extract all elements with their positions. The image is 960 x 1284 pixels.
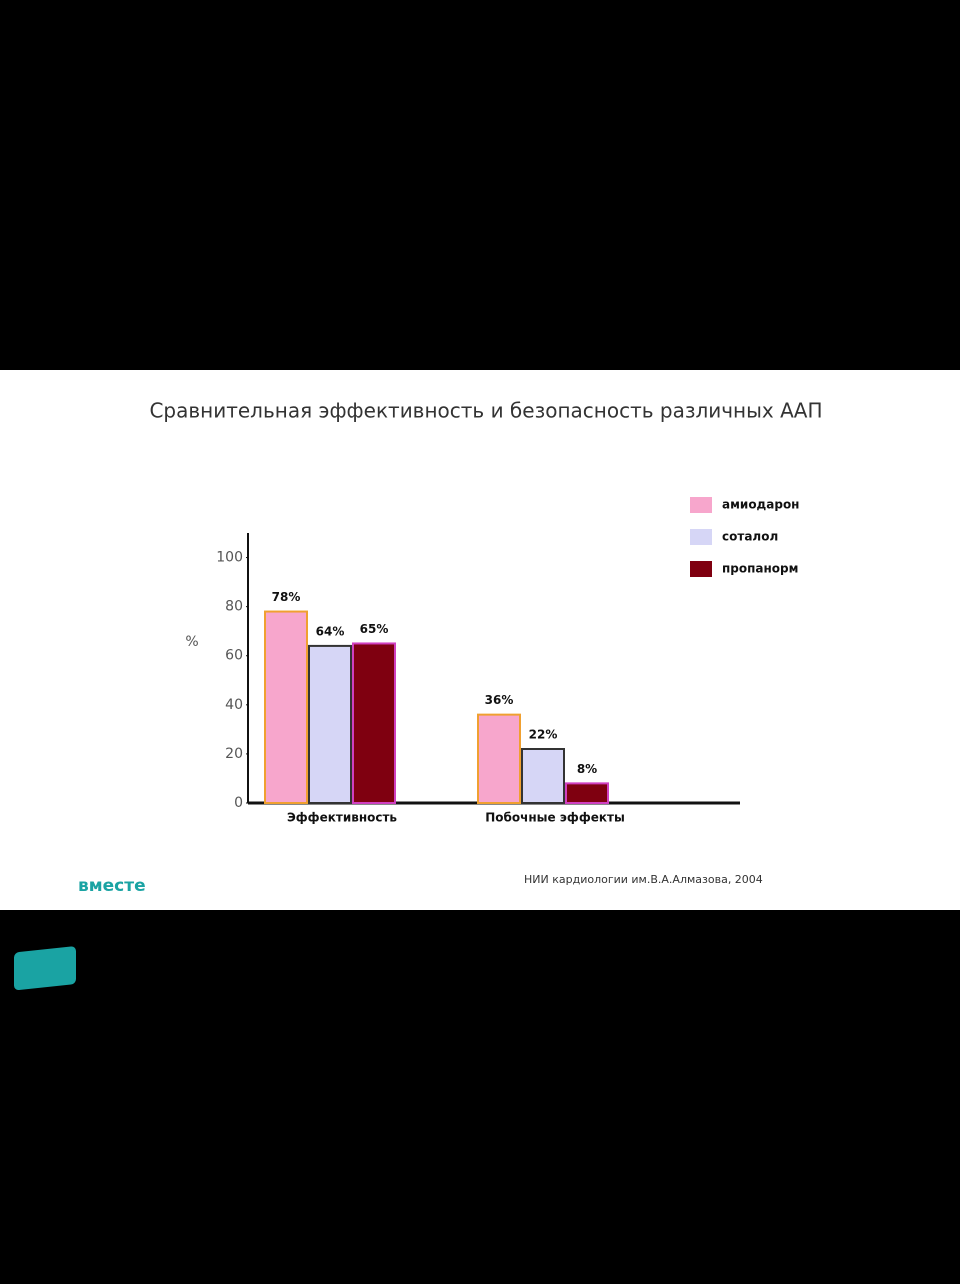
y-tick-label: 60 [225, 648, 243, 664]
legend-swatch [690, 497, 712, 513]
bar [308, 644, 352, 805]
y-tick-label: 0 [234, 795, 243, 811]
legend-label: соталол [722, 530, 778, 544]
legend-label: амиодарон [722, 498, 799, 512]
chart-title: Сравнительная эффективность и безопаснос… [149, 399, 822, 423]
value-label: 8% [577, 762, 597, 776]
bar [565, 782, 609, 805]
slide [0, 370, 960, 910]
y-tick-label: 20 [225, 746, 243, 762]
legend-label: пропанорм [722, 562, 798, 576]
source: НИИ кардиологии им.В.А.Алмазова, 2004 [524, 873, 763, 886]
y-axis-label: % [185, 634, 198, 650]
value-label: 22% [529, 728, 558, 742]
bar [352, 642, 396, 804]
legend-swatch [690, 529, 712, 545]
logo-second: вместе [78, 876, 146, 896]
x-tick-label: Побочные эффекты [485, 811, 625, 825]
value-label: 36% [485, 693, 514, 707]
value-label: 65% [360, 622, 389, 636]
y-tick-label: 80 [225, 599, 243, 615]
logo-badge [14, 946, 76, 991]
bar [521, 748, 565, 804]
value-label: 64% [316, 624, 345, 638]
legend-swatch [690, 561, 712, 577]
bar [264, 610, 308, 805]
logo: Врачи вместе [14, 873, 146, 991]
logo-first: Врачи [17, 873, 81, 894]
x-tick-label: Эффективность [287, 811, 397, 825]
bar [477, 713, 521, 804]
y-tick-label: 100 [216, 550, 243, 566]
y-tick-label: 40 [225, 697, 243, 713]
value-label: 78% [272, 590, 301, 604]
